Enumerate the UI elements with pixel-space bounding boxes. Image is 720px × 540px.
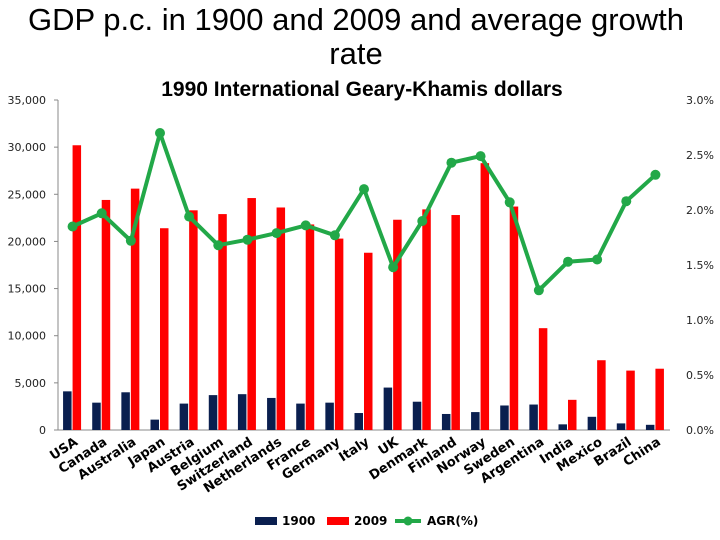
bar-2009 — [305, 224, 315, 430]
bar-2009 — [218, 214, 227, 430]
bar-1900 — [645, 424, 655, 430]
bar-1900 — [237, 394, 247, 430]
bar-2009 — [509, 206, 519, 430]
agr-point — [271, 228, 282, 239]
bar-2009 — [101, 199, 111, 430]
bar-2009 — [451, 215, 460, 430]
bar-2009 — [130, 188, 140, 430]
chart-title-line1: GDP p.c. in 1900 and 2009 and average gr… — [28, 2, 684, 37]
bar-2009 — [393, 219, 402, 430]
bar-1900 — [267, 397, 276, 430]
bar-1900 — [208, 395, 218, 430]
y-left-tick-label: 30,000 — [8, 141, 47, 154]
y-right-tick-label: 2.5% — [686, 149, 714, 162]
y-left-tick-label: 15,000 — [8, 283, 47, 296]
bar-2009 — [538, 328, 548, 430]
bar-1900 — [150, 419, 159, 430]
bar-2009 — [247, 198, 256, 430]
agr-point — [417, 216, 428, 226]
bar-1900 — [63, 391, 72, 430]
agr-point — [388, 262, 399, 273]
bar-1900 — [471, 412, 480, 430]
bar-1900 — [441, 413, 451, 430]
legend-label: 2009 — [354, 514, 387, 528]
y-right-tick-label: 1.5% — [686, 259, 714, 272]
bar-1900 — [558, 424, 567, 430]
agr-point — [533, 285, 544, 296]
bar-2009 — [189, 210, 198, 430]
bar-1900 — [383, 387, 393, 430]
bar-1900 — [529, 404, 538, 430]
bar-1900 — [354, 413, 363, 430]
bar-1900 — [121, 392, 130, 430]
y-right-tick-label: 3.0% — [686, 94, 714, 107]
y-left-tick-label: 25,000 — [8, 188, 47, 201]
category-label: Italy — [337, 434, 373, 465]
bar-2009 — [334, 238, 344, 430]
bar-1900 — [412, 401, 422, 430]
legend: 1900 2009 AGR(%) — [255, 514, 478, 528]
bar-2009 — [626, 370, 635, 430]
y-left-tick-label: 35,000 — [8, 94, 47, 107]
agr-point — [650, 169, 661, 180]
bar-2009 — [160, 228, 169, 430]
agr-point — [125, 235, 136, 246]
legend-swatch-1900 — [255, 517, 277, 525]
bar-2009 — [364, 252, 373, 430]
bar-1900 — [296, 403, 305, 430]
bar-2009 — [72, 145, 82, 430]
agr-point — [184, 211, 195, 222]
agr-point — [446, 157, 457, 168]
bar-2009 — [597, 360, 606, 430]
agr-point — [67, 221, 78, 232]
agr-point — [300, 220, 311, 231]
legend-label: 1900 — [282, 514, 315, 528]
y-right-tick-label: 2.0% — [686, 204, 714, 217]
bar-2009 — [480, 163, 490, 430]
agr-point — [563, 256, 573, 267]
agr-point — [155, 128, 165, 138]
agr-point — [329, 230, 340, 241]
bar-1900 — [500, 405, 509, 430]
agr-point — [213, 240, 224, 251]
y-left-tick-label: 20,000 — [8, 235, 47, 248]
agr-point — [475, 151, 486, 162]
agr-point — [96, 208, 107, 219]
y-right-tick-label: 0.5% — [686, 369, 714, 382]
y-right-tick-label: 0.0% — [686, 424, 714, 437]
bar-1900 — [325, 402, 334, 430]
bar-1900 — [92, 402, 101, 430]
legend-swatch-2009 — [327, 517, 349, 525]
bar-2009 — [422, 209, 431, 430]
bar-2009 — [568, 399, 577, 430]
y-left-tick-label: 10,000 — [8, 330, 47, 343]
chart-title-line2: rate — [329, 36, 382, 71]
bar-1900 — [587, 416, 597, 430]
y-left-tick-label: 5,000 — [15, 377, 47, 390]
agr-point — [621, 196, 632, 207]
agr-point — [504, 197, 515, 208]
agr-point — [359, 184, 369, 195]
legend-label: AGR(%) — [427, 514, 478, 528]
bar-1900 — [616, 423, 626, 430]
plot-area: 0 5,000 10,000 15,000 20,000 25,000 30,000 35,0… — [8, 94, 715, 496]
legend-swatch-agr-point — [403, 516, 413, 526]
bar-2009 — [276, 207, 286, 430]
agr-point — [242, 234, 253, 245]
y-right-tick-label: 1.0% — [686, 314, 714, 327]
bar-1900 — [179, 403, 189, 430]
chart-subtitle: 1990 International Geary-Khamis dollars — [161, 78, 562, 101]
agr-point — [592, 254, 603, 265]
bar-2009 — [655, 368, 664, 430]
y-left-tick-label: 0 — [39, 424, 46, 437]
